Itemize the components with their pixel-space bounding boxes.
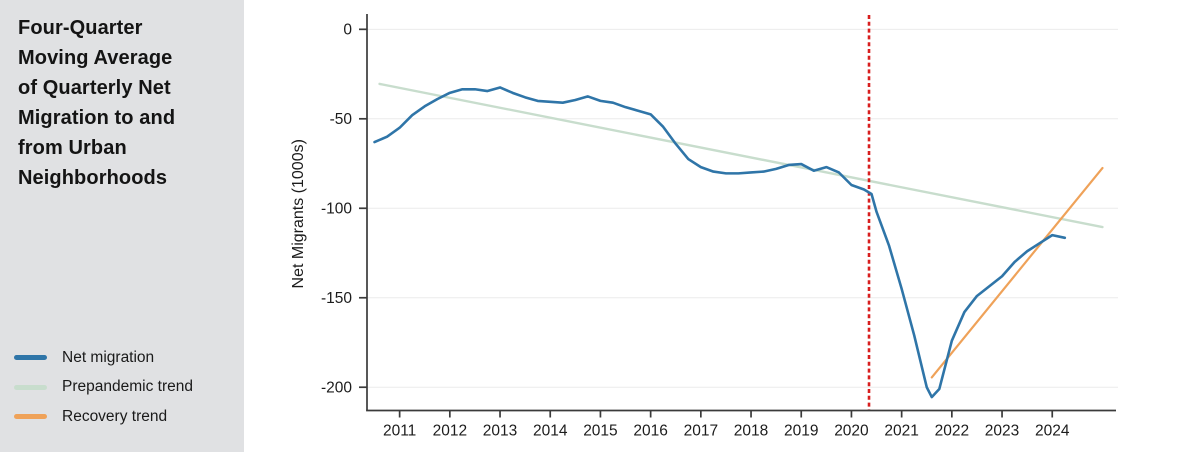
x-tick-label: 2023 [985,423,1019,440]
net-migration-line [373,86,1067,399]
chart-title-line: Migration to and [18,107,176,129]
legend-item-prepandemic-trend: Prepandemic trend [14,373,239,403]
y-axis-title: Net Migrants (1000s) [290,139,307,288]
x-tick-label: 2022 [935,423,969,440]
y-tick-label: -50 [330,111,353,128]
chart-title-line: Moving Average [18,47,173,69]
net-migration-swatch-icon [14,355,47,361]
legend-label: Prepandemic trend [62,378,193,396]
x-tick-label: 2011 [383,423,416,440]
y-tick-label: 0 [343,22,352,39]
x-tick-label: 2019 [784,423,818,440]
y-tick-label: -150 [321,290,352,307]
x-tick-label: 2015 [583,423,617,440]
chart-title-line: of Quarterly Net [18,77,171,99]
legend-label: Net migration [62,348,155,366]
x-tick-label: 2018 [734,423,768,440]
x-tick-label: 2014 [533,423,568,440]
x-tick-label: 2020 [834,423,869,440]
y-tick-label: -200 [321,380,352,397]
prepandemic-trend-swatch-icon [14,384,47,390]
x-tick-label: 2017 [684,423,718,440]
legend-label: Recovery trend [62,407,168,425]
y-tick-label: -100 [321,201,352,218]
legend-item-net-migration: Net migration [14,343,239,373]
x-tick-label: 2021 [884,423,918,440]
recovery-trend-swatch-icon [14,414,47,420]
x-tick-label: 2024 [1035,423,1070,440]
legend: Net migration Prepandemic trend Recovery… [14,343,239,432]
chart-title-line: from Urban [18,137,127,159]
x-tick-label: 2013 [483,423,517,440]
x-tick-label: 2012 [433,423,467,440]
x-tick-label: 2016 [633,423,667,440]
chart-title: Four-Quarter Moving Average of Quarterly… [18,13,233,193]
chart-title-line: Four-Quarter [18,17,143,39]
legend-item-recovery-trend: Recovery trend [14,402,239,432]
sidebar-panel: Four-Quarter Moving Average of Quarterly… [0,0,244,452]
prepandemic-trend-line [378,82,1104,229]
chart-title-line: Neighborhoods [18,167,168,189]
recovery-trend-line [930,166,1104,379]
